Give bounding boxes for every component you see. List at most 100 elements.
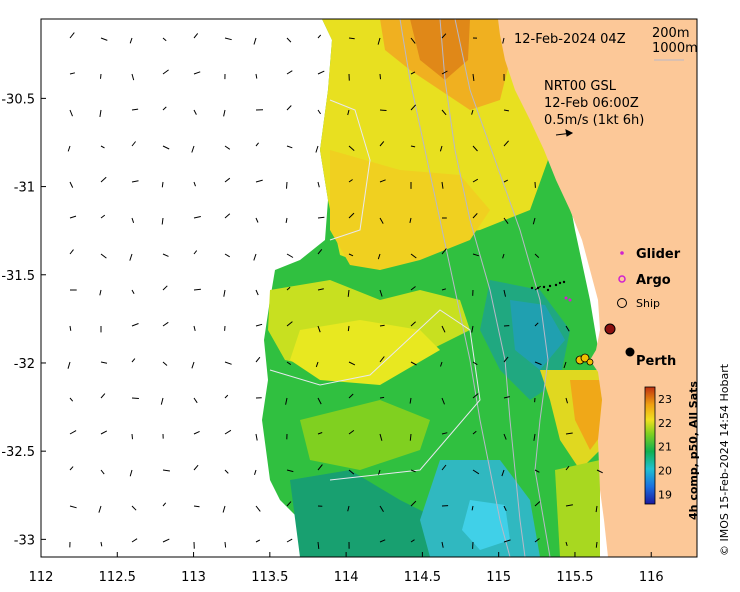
plot-frame xyxy=(40,18,698,558)
current-vector xyxy=(472,213,478,219)
current-vector xyxy=(379,539,386,543)
current-vector xyxy=(471,109,474,115)
current-vector xyxy=(100,145,105,149)
current-vector xyxy=(162,469,170,472)
colorbar-ticks: 23 22 21 20 19 xyxy=(658,393,672,502)
current-vector xyxy=(377,37,381,45)
current-vector xyxy=(472,469,480,475)
current-vector xyxy=(193,250,198,255)
current-vector xyxy=(348,469,355,475)
current-vector xyxy=(100,469,105,475)
current-vector xyxy=(69,215,77,219)
y-tick-label: -31.5 xyxy=(1,269,35,284)
current-vector xyxy=(317,397,322,405)
x-tick-label: 113.5 xyxy=(251,570,288,585)
current-vector xyxy=(162,361,168,366)
current-vector xyxy=(224,213,231,219)
current-vector xyxy=(193,464,199,471)
colorbar-tick-label: 23 xyxy=(658,393,672,406)
current-vector xyxy=(131,397,139,399)
current-vector xyxy=(161,181,164,188)
current-vector xyxy=(347,325,350,332)
current-vector xyxy=(285,217,288,223)
current-vector xyxy=(503,109,509,112)
current-vector xyxy=(224,253,230,258)
current-vector xyxy=(100,176,107,183)
current-vector xyxy=(286,286,291,291)
current-vector xyxy=(348,212,355,219)
current-vector xyxy=(131,217,135,223)
current-vector xyxy=(286,538,293,543)
current-vector xyxy=(129,469,133,477)
current-vector xyxy=(100,37,108,41)
current-vector xyxy=(347,109,350,116)
current-vector xyxy=(565,432,573,435)
scale-arrow-icon xyxy=(555,129,574,137)
current-vector xyxy=(223,109,226,117)
current-vector xyxy=(565,465,570,471)
current-vector xyxy=(286,361,292,366)
glider-legend-icon xyxy=(620,251,624,255)
contour-label-200m: 200m xyxy=(652,26,689,41)
x-tick-label: 114.5 xyxy=(404,570,441,585)
current-vector xyxy=(379,179,386,183)
current-vector xyxy=(254,469,257,475)
current-vector xyxy=(441,464,447,471)
current-vector xyxy=(348,253,354,257)
current-vector xyxy=(565,325,570,332)
current-vector xyxy=(441,397,445,405)
x-tick-label: 116 xyxy=(639,570,664,585)
current-vector xyxy=(379,356,385,363)
current-vector xyxy=(503,140,509,147)
current-vector xyxy=(100,253,107,259)
current-vector xyxy=(286,145,293,149)
current-product-label: NRT00 GSL xyxy=(544,79,617,94)
current-vector xyxy=(100,393,106,399)
current-vector xyxy=(379,109,387,111)
current-vector xyxy=(286,70,293,75)
current-vector xyxy=(69,249,74,255)
current-vector xyxy=(441,541,444,548)
current-vector xyxy=(99,289,102,296)
colorbar-label: 4h comp, p50, All Sats xyxy=(687,381,700,520)
current-vector xyxy=(162,285,168,291)
x-axis: 112 112.5 113 113.5 114 114.5 115 115.5 116 xyxy=(29,552,664,585)
current-vector xyxy=(224,361,232,365)
current-vector xyxy=(501,469,505,477)
rottnest-markers[interactable] xyxy=(575,353,594,366)
ship-legend-icon xyxy=(617,298,627,308)
current-vector xyxy=(193,181,196,187)
current-vector xyxy=(99,109,102,117)
current-vector xyxy=(255,539,261,543)
x-tick-label: 112 xyxy=(29,570,54,585)
current-vector xyxy=(255,142,259,147)
current-vector xyxy=(348,145,355,151)
glider-positions xyxy=(564,296,572,302)
x-tick-label: 115 xyxy=(486,570,511,585)
current-vector xyxy=(317,432,323,435)
current-vector xyxy=(410,145,416,148)
current-vector xyxy=(253,253,257,261)
perth-marker[interactable] xyxy=(625,347,635,357)
current-vector xyxy=(162,502,167,507)
current-vector xyxy=(315,145,319,153)
current-vector xyxy=(441,109,447,116)
current-vector xyxy=(131,180,139,183)
ship-marker[interactable] xyxy=(604,323,616,335)
current-vector xyxy=(129,253,133,261)
y-tick-label: -33 xyxy=(14,533,35,548)
current-vector xyxy=(317,288,324,291)
current-vector xyxy=(595,505,598,513)
current-vector xyxy=(472,361,478,366)
current-vector xyxy=(439,145,443,152)
current-vector xyxy=(377,253,381,260)
current-vector xyxy=(67,361,71,369)
x-tick-label: 113 xyxy=(181,570,206,585)
current-vector xyxy=(317,34,322,39)
current-vector xyxy=(131,538,138,543)
current-vector xyxy=(317,181,320,188)
current-vector xyxy=(471,505,474,511)
current-vector xyxy=(471,325,474,333)
current-vector xyxy=(410,104,417,111)
